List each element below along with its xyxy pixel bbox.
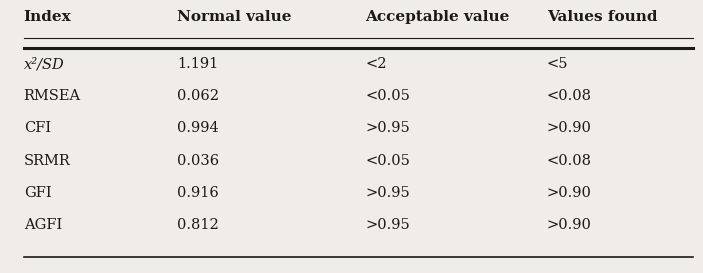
- Text: SRMR: SRMR: [24, 154, 70, 168]
- Text: Acceptable value: Acceptable value: [366, 10, 510, 24]
- Text: <0.05: <0.05: [366, 154, 411, 168]
- Text: Normal value: Normal value: [177, 10, 292, 24]
- Text: 0.812: 0.812: [177, 218, 219, 232]
- Text: >0.95: >0.95: [366, 218, 410, 232]
- Text: 0.916: 0.916: [177, 186, 219, 200]
- Text: >0.90: >0.90: [547, 218, 592, 232]
- Text: GFI: GFI: [24, 186, 51, 200]
- Text: 0.994: 0.994: [177, 121, 219, 135]
- Text: >0.90: >0.90: [547, 121, 592, 135]
- Text: Index: Index: [24, 10, 72, 24]
- Text: <0.08: <0.08: [547, 89, 592, 103]
- Text: <5: <5: [547, 57, 568, 71]
- Text: >0.90: >0.90: [547, 186, 592, 200]
- Text: x²/SD: x²/SD: [24, 57, 65, 71]
- Text: <0.05: <0.05: [366, 89, 411, 103]
- Text: >0.95: >0.95: [366, 121, 410, 135]
- Text: Values found: Values found: [547, 10, 657, 24]
- Text: 0.062: 0.062: [177, 89, 219, 103]
- Text: 1.191: 1.191: [177, 57, 219, 71]
- Text: CFI: CFI: [24, 121, 51, 135]
- Text: RMSEA: RMSEA: [24, 89, 81, 103]
- Text: <2: <2: [366, 57, 387, 71]
- Text: <0.08: <0.08: [547, 154, 592, 168]
- Text: >0.95: >0.95: [366, 186, 410, 200]
- Text: 0.036: 0.036: [177, 154, 219, 168]
- Text: AGFI: AGFI: [24, 218, 62, 232]
